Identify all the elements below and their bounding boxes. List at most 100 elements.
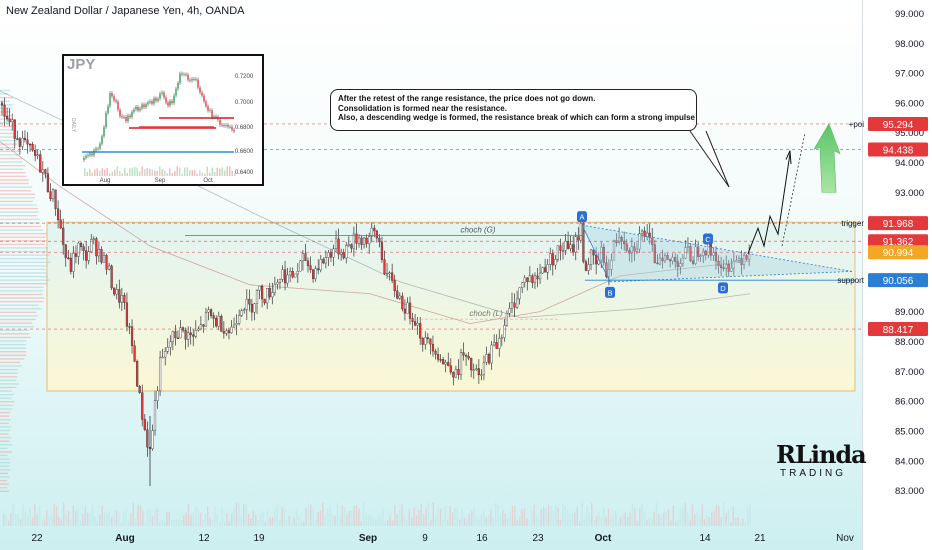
volume-bar	[238, 503, 240, 526]
inset-volume-bar	[174, 171, 176, 176]
inset-volume-bar	[224, 170, 226, 176]
volume-bar	[192, 512, 194, 526]
volume-bar	[367, 514, 370, 526]
candle-up	[748, 254, 751, 260]
candle-up	[424, 337, 427, 345]
volume-bar	[583, 519, 586, 526]
volume-bar	[696, 512, 698, 526]
volume-bar	[389, 515, 391, 526]
volume-bar	[480, 514, 482, 526]
volume-profile-bar	[0, 290, 44, 292]
volume-profile-bar	[0, 333, 30, 335]
volume-bar	[646, 519, 648, 526]
inset-candle-up	[93, 150, 95, 156]
candle-down	[355, 233, 358, 244]
volume-bar	[543, 506, 545, 526]
candle-up	[92, 238, 95, 240]
volume-bar	[689, 519, 691, 526]
volume-bar	[12, 503, 14, 526]
volume-bar	[564, 505, 566, 526]
volume-bar	[276, 505, 278, 526]
volume-bar	[499, 513, 502, 526]
candle-up	[699, 255, 702, 257]
volume-bar	[46, 510, 48, 526]
candle-down	[39, 154, 42, 173]
volume-bar	[250, 518, 252, 526]
x-tick-label: 16	[476, 533, 488, 544]
volume-bar	[509, 511, 511, 526]
candle-up	[253, 303, 256, 313]
volume-bar	[159, 521, 161, 526]
volume-bar	[487, 514, 490, 526]
volume-profile-bar	[0, 426, 11, 428]
volume-bar	[622, 513, 624, 526]
volume-profile-bar	[0, 440, 10, 442]
volume-bar	[420, 503, 422, 526]
volume-bar	[475, 516, 478, 526]
volume-bar	[687, 513, 689, 526]
candle-down	[648, 232, 651, 239]
volume-profile-bar	[0, 318, 36, 321]
inset-volume-bar	[129, 168, 131, 176]
candle-down	[23, 137, 27, 141]
volume-bar	[31, 517, 34, 526]
volume-bar	[701, 504, 703, 526]
candle-down	[544, 267, 547, 273]
candle-up	[115, 289, 118, 295]
wedge-point-label: D	[720, 284, 726, 293]
volume-bar	[715, 504, 718, 526]
inset-candle-up	[169, 101, 171, 106]
volume-profile-bar	[0, 386, 17, 389]
candle-up	[528, 275, 531, 282]
volume-profile-bar	[0, 383, 19, 385]
inset-candle-down	[201, 92, 203, 96]
candle-up	[416, 323, 419, 326]
volume-bar	[343, 506, 346, 526]
inset-volume-bar	[139, 171, 141, 176]
inset-candle-up	[225, 124, 227, 126]
inset-candle-down	[181, 73, 183, 75]
volume-bar	[672, 505, 674, 526]
candle-down	[383, 259, 386, 275]
volume-bar	[682, 507, 684, 526]
volume-bar	[581, 502, 583, 526]
inset-x-label: Oct	[203, 178, 213, 184]
inset-volume-bar	[89, 169, 91, 176]
volume-bar	[459, 519, 461, 526]
volume-bar	[315, 519, 317, 526]
candle-up	[207, 309, 210, 313]
annotation-line-2: Consolidation is formed near the resista…	[338, 103, 507, 113]
volume-bar	[394, 505, 396, 526]
candle-up	[281, 269, 284, 280]
volume-bar	[504, 513, 506, 526]
candle-down	[669, 259, 672, 262]
volume-bar	[610, 517, 612, 526]
volume-profile-bar	[0, 483, 9, 485]
candle-down	[396, 290, 399, 299]
price-level-value: 91.968	[883, 219, 914, 230]
candle-down	[452, 371, 455, 378]
volume-bar	[3, 513, 5, 526]
candle-down	[462, 352, 465, 356]
candle-down	[329, 252, 333, 258]
annotation-line-1: After the retest of the range resistance…	[338, 94, 596, 103]
price-level-badge	[868, 216, 928, 231]
volume-profile-bar	[0, 168, 24, 170]
volume-profile-bar	[0, 104, 14, 106]
volume-bar	[286, 521, 288, 526]
inset-volume-bar	[146, 167, 148, 176]
price-level-value: 91.362	[883, 237, 914, 248]
candle-down	[13, 119, 16, 139]
inset-volume-bar	[131, 167, 133, 176]
candle-up	[554, 259, 557, 266]
candle-down	[401, 295, 404, 310]
volume-bar	[300, 520, 302, 526]
candle-up	[169, 341, 172, 348]
inset-volume-bar	[114, 169, 116, 176]
volume-bar	[531, 510, 533, 526]
volume-bar	[142, 510, 144, 526]
volume-bar	[120, 521, 122, 526]
volume-bar	[271, 517, 274, 526]
volume-bar	[483, 510, 485, 526]
volume-bar	[163, 520, 166, 526]
